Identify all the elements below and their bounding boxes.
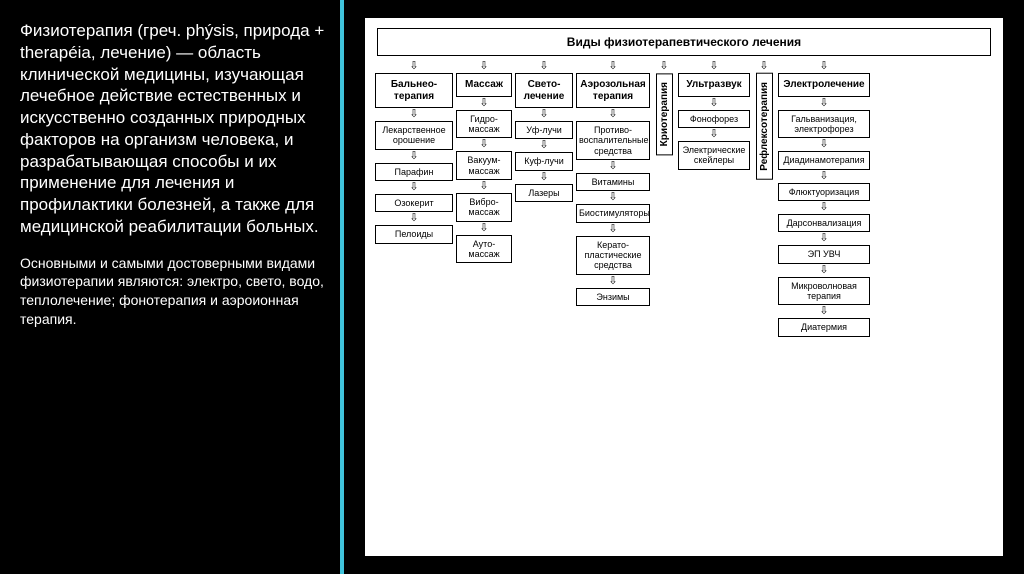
chart-node: ЭП УВЧ (778, 245, 870, 263)
down-arrow-icon: ⇩ (539, 172, 548, 183)
chart-node: Куф-лучи (515, 152, 573, 170)
down-arrow-icon: ⇩ (409, 151, 418, 162)
down-arrow-icon: ⇩ (819, 202, 828, 213)
chart-node: Электрические скейлеры (678, 141, 750, 170)
chart-node: Парафин (375, 163, 453, 181)
chart-node: Флюктуоризация (778, 183, 870, 201)
chart-node: Уф-лучи (515, 121, 573, 139)
column-head: Бальнео-терапия (375, 73, 453, 108)
chart-node: Озокерит (375, 194, 453, 212)
chart-column: ⇩Массаж⇩Гидро-массаж⇩Вакуум-массаж⇩Вибро… (456, 60, 512, 337)
down-arrow-icon: ⇩ (479, 223, 488, 234)
chart-panel: Виды физиотерапевтического лечения ⇩Баль… (344, 0, 1024, 574)
down-arrow-icon: ⇩ (608, 61, 617, 72)
column-head: Ультразвук (678, 73, 750, 97)
chart-node: Пелоиды (375, 225, 453, 243)
chart-column: ⇩Рефлексотерапия (753, 60, 775, 337)
chart-node: Фонофорез (678, 110, 750, 128)
chart-node: Вибро-массаж (456, 193, 512, 222)
flowchart: Виды физиотерапевтического лечения ⇩Баль… (364, 17, 1004, 557)
chart-column: ⇩Аэрозольная терапия⇩Противо-воспалитель… (576, 60, 650, 337)
types-paragraph: Основными и самыми достоверными видами ф… (20, 254, 326, 330)
chart-node: Ауто-массаж (456, 235, 512, 264)
down-arrow-icon: ⇩ (409, 213, 418, 224)
column-head: Свето-лечение (515, 73, 573, 108)
chart-node: Керато-пластические средства (576, 236, 650, 275)
down-arrow-icon: ⇩ (608, 109, 617, 120)
down-arrow-icon: ⇩ (659, 61, 668, 72)
down-arrow-icon: ⇩ (709, 129, 718, 140)
down-arrow-icon: ⇩ (608, 276, 617, 287)
column-vertical-label: Рефлексотерапия (756, 73, 773, 180)
column-head: Электролечение (778, 73, 870, 97)
down-arrow-icon: ⇩ (409, 109, 418, 120)
chart-column: ⇩Криотерапия (653, 60, 675, 337)
chart-column: ⇩Электролечение⇩Гальванизация, электрофо… (778, 60, 870, 337)
down-arrow-icon: ⇩ (819, 98, 828, 109)
chart-node: Диадинамотерапия (778, 151, 870, 169)
chart-node: Микроволновая терапия (778, 277, 870, 306)
chart-title: Виды физиотерапевтического лечения (377, 28, 991, 56)
down-arrow-icon: ⇩ (409, 182, 418, 193)
down-arrow-icon: ⇩ (539, 109, 548, 120)
down-arrow-icon: ⇩ (539, 61, 548, 72)
column-head: Массаж (456, 73, 512, 97)
down-arrow-icon: ⇩ (409, 61, 418, 72)
chart-column: ⇩Свето-лечение⇩Уф-лучи⇩Куф-лучи⇩Лазеры (515, 60, 573, 337)
down-arrow-icon: ⇩ (608, 192, 617, 203)
chart-node: Лекарственное орошение (375, 121, 453, 150)
down-arrow-icon: ⇩ (819, 61, 828, 72)
down-arrow-icon: ⇩ (759, 61, 768, 72)
down-arrow-icon: ⇩ (819, 233, 828, 244)
down-arrow-icon: ⇩ (479, 98, 488, 109)
chart-node: Дарсонвализация (778, 214, 870, 232)
down-arrow-icon: ⇩ (539, 140, 548, 151)
text-panel: Физиотерапия (греч. phýsis, природа + th… (0, 0, 340, 574)
column-vertical-label: Криотерапия (656, 73, 673, 155)
chart-column: ⇩Ультразвук⇩Фонофорез⇩Электрические скей… (678, 60, 750, 337)
chart-column: ⇩Бальнео-терапия⇩Лекарственное орошение⇩… (375, 60, 453, 337)
down-arrow-icon: ⇩ (709, 98, 718, 109)
chart-node: Противо-воспалительные средства (576, 121, 650, 160)
column-head: Аэрозольная терапия (576, 73, 650, 108)
down-arrow-icon: ⇩ (479, 181, 488, 192)
definition-paragraph: Физиотерапия (греч. phýsis, природа + th… (20, 20, 326, 238)
down-arrow-icon: ⇩ (479, 61, 488, 72)
chart-node: Лазеры (515, 184, 573, 202)
chart-node: Энзимы (576, 288, 650, 306)
chart-node: Вакуум-массаж (456, 151, 512, 180)
chart-node: Диатермия (778, 318, 870, 336)
chart-node: Гальванизация, электрофорез (778, 110, 870, 139)
down-arrow-icon: ⇩ (608, 161, 617, 172)
down-arrow-icon: ⇩ (819, 171, 828, 182)
down-arrow-icon: ⇩ (819, 139, 828, 150)
down-arrow-icon: ⇩ (819, 265, 828, 276)
chart-columns: ⇩Бальнео-терапия⇩Лекарственное орошение⇩… (371, 60, 997, 337)
chart-node: Биостимуляторы (576, 204, 650, 222)
chart-node: Гидро-массаж (456, 110, 512, 139)
down-arrow-icon: ⇩ (709, 61, 718, 72)
down-arrow-icon: ⇩ (608, 224, 617, 235)
chart-node: Витамины (576, 173, 650, 191)
down-arrow-icon: ⇩ (819, 306, 828, 317)
down-arrow-icon: ⇩ (479, 139, 488, 150)
